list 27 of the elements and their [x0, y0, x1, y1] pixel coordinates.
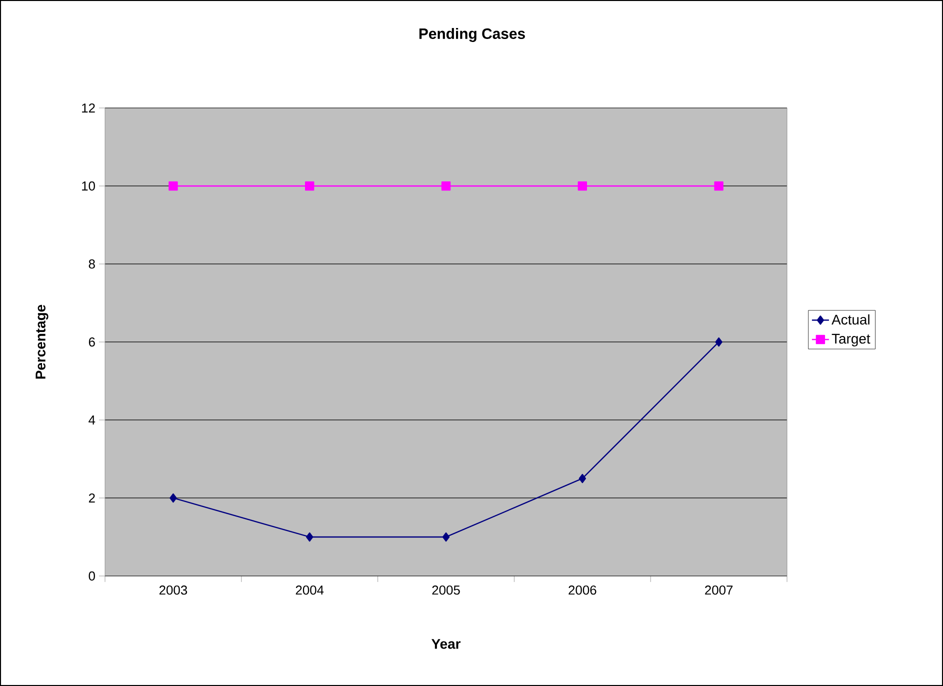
x-tick-label: 2007 — [705, 586, 733, 595]
x-tick-label: 2006 — [568, 586, 596, 595]
point — [305, 181, 314, 191]
chart-title: Pending Cases — [419, 28, 525, 42]
point — [578, 474, 586, 484]
point — [441, 181, 451, 191]
point — [442, 532, 450, 542]
y-axis-title: Percentage — [36, 304, 48, 379]
y-tick-label: 0 — [88, 571, 95, 581]
point — [578, 181, 588, 191]
legend-label: Target — [832, 334, 870, 346]
point — [170, 493, 177, 503]
point — [715, 337, 722, 347]
y-tick-label: 2 — [88, 493, 95, 503]
point — [714, 181, 724, 191]
y-tick-label: 6 — [88, 337, 95, 347]
x-tick-label: 2003 — [159, 586, 188, 595]
y-tick-label: 8 — [88, 259, 95, 269]
y-tick-label: 10 — [82, 181, 95, 191]
x-axis-title: Year — [432, 639, 461, 649]
y-tick-label: 12 — [82, 103, 95, 113]
legend-label: Actual — [832, 314, 870, 325]
x-tick-label: 2004 — [296, 586, 324, 595]
point — [306, 532, 314, 542]
y-tick-label: 4 — [88, 416, 96, 424]
x-tick-label: 2005 — [432, 586, 460, 595]
point — [168, 181, 178, 191]
